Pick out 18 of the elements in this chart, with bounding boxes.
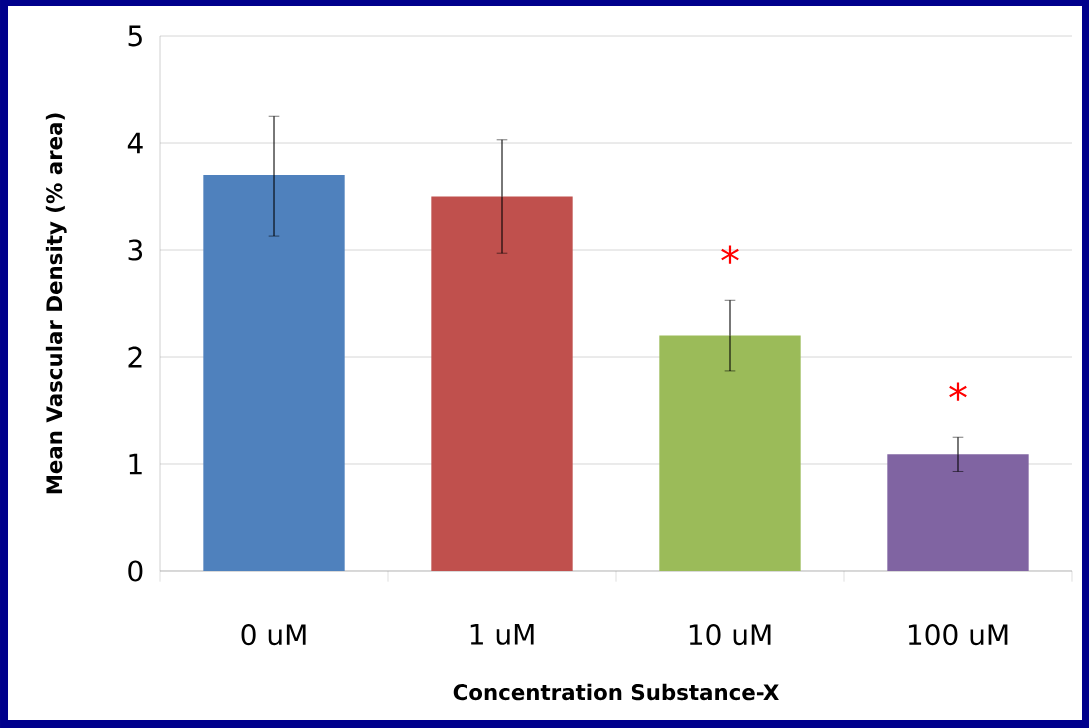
y-tick-label: 0 <box>128 560 143 582</box>
bar <box>659 335 801 571</box>
y-tick-label: 5 <box>128 25 142 47</box>
x-tick-label: 10 uM <box>689 624 771 646</box>
annotation: * <box>721 245 739 264</box>
x-tick-label: 1 uM <box>470 624 534 645</box>
x-tick-label: 100 uM <box>908 624 1008 646</box>
x-tick-label: 0 uM <box>241 624 306 646</box>
annotation: * <box>949 382 967 401</box>
bar <box>887 454 1029 571</box>
y-tick-label: 1 <box>129 453 142 475</box>
x-axis-title: Concentration Substance-X <box>453 683 779 701</box>
y-tick-label: 3 <box>128 239 143 261</box>
bar <box>203 175 345 571</box>
y-tick-label: 2 <box>128 346 142 368</box>
y-tick-label: 4 <box>127 132 143 154</box>
y-axis-title: Mean Vascular Density (% area) <box>45 113 67 494</box>
bar <box>431 196 573 571</box>
